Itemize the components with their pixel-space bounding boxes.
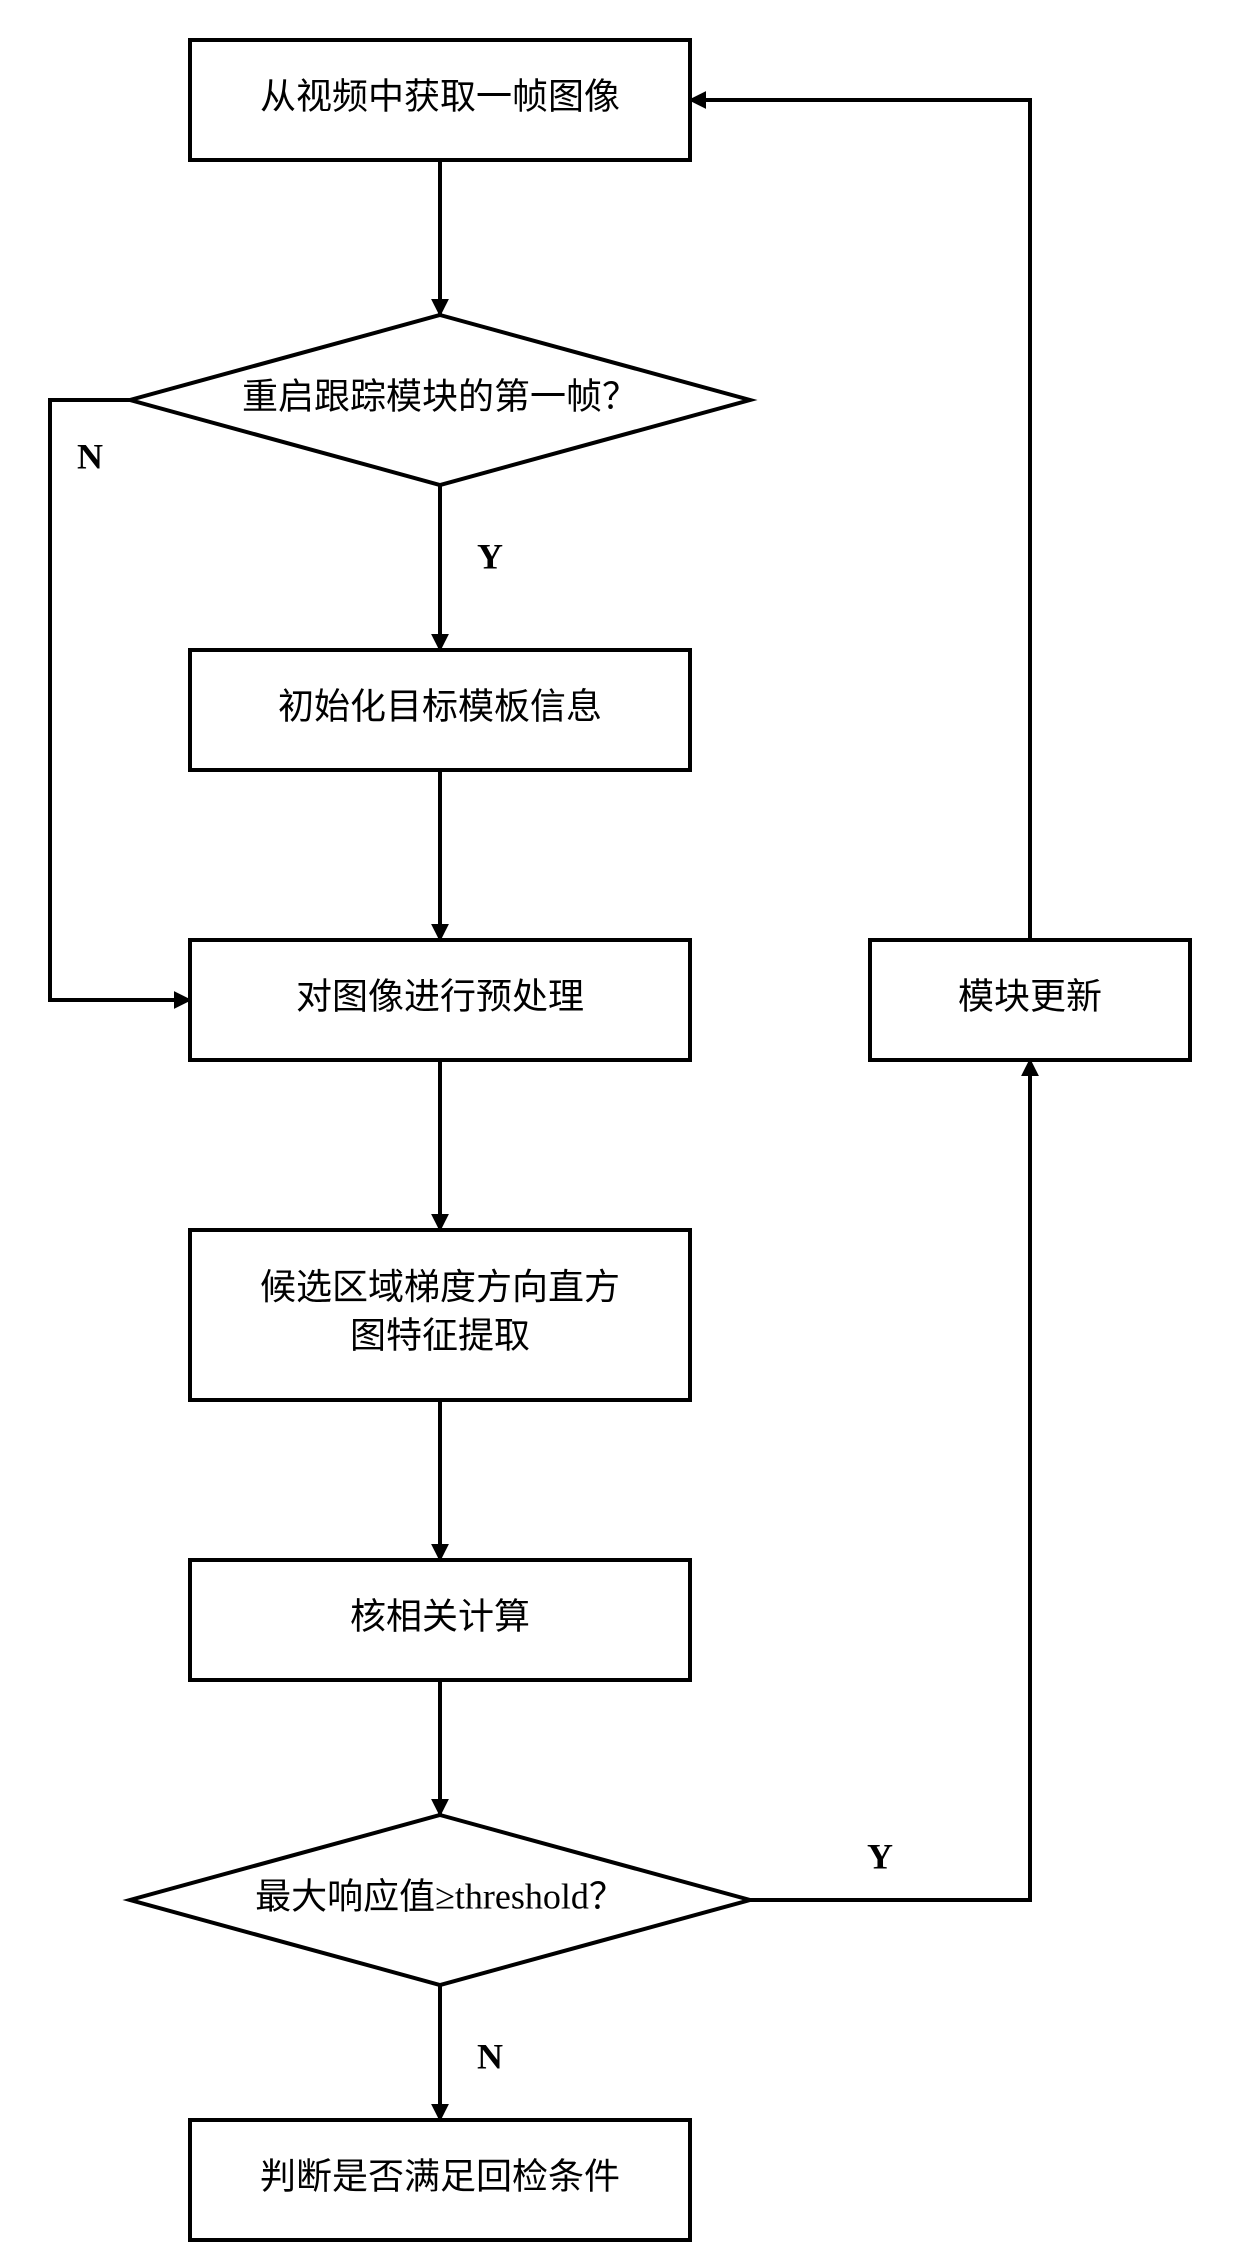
node-text-line: 核相关计算 — [350, 1596, 530, 1636]
edge-label: N — [77, 436, 103, 476]
node-text-line: 重启跟踪模块的第一帧？ — [242, 376, 638, 416]
node-text-line: 候选区域梯度方向直方 — [260, 1267, 620, 1307]
node-text-line: 初始化目标模板信息 — [278, 686, 602, 726]
flow-decision: 最大响应值≥threshold？ — [130, 1815, 750, 1985]
node-text-line: 判断是否满足回检条件 — [260, 2156, 620, 2196]
edge-label: Y — [477, 536, 503, 576]
flow-edge — [690, 100, 1030, 940]
node-text-line: 最大响应值≥threshold？ — [255, 1876, 625, 1916]
flow-process: 判断是否满足回检条件 — [190, 2120, 690, 2240]
flow-edge — [50, 400, 190, 1000]
flow-process: 初始化目标模板信息 — [190, 650, 690, 770]
flow-process: 从视频中获取一帧图像 — [190, 40, 690, 160]
node-text-line: 对图像进行预处理 — [296, 976, 584, 1016]
flow-process: 模块更新 — [870, 940, 1190, 1060]
flow-process: 候选区域梯度方向直方图特征提取 — [190, 1230, 690, 1400]
flow-process: 核相关计算 — [190, 1560, 690, 1680]
edge-label: Y — [867, 1836, 893, 1876]
edge-label: N — [477, 2036, 503, 2076]
node-text-line: 从视频中获取一帧图像 — [260, 76, 620, 116]
node-text-line: 模块更新 — [958, 976, 1102, 1016]
flow-process: 对图像进行预处理 — [190, 940, 690, 1060]
flow-decision: 重启跟踪模块的第一帧？ — [130, 315, 750, 485]
flow-edge — [750, 1060, 1030, 1900]
node-text-line: 图特征提取 — [350, 1316, 530, 1356]
